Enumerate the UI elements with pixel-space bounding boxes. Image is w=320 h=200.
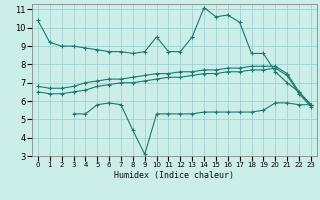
X-axis label: Humidex (Indice chaleur): Humidex (Indice chaleur) xyxy=(115,171,234,180)
